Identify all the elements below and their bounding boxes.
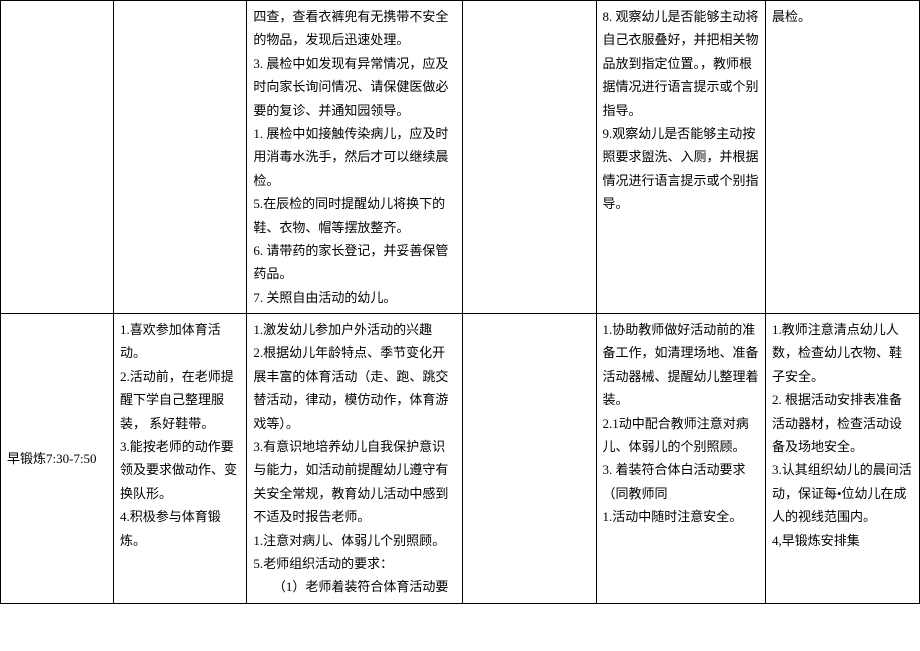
cell-time: 早锻炼7:30-7:50	[1, 314, 114, 604]
cell-d: 8. 观察幼儿是否能够主动将自己衣服叠好，并把相关物品放到指定位置。，教师根据情…	[596, 1, 765, 314]
cell-b: 四查，查看衣裤兜有无携带不安全的物品，发现后迅速处理。3. 晨检中如发现有异常情…	[247, 1, 463, 314]
schedule-table: 四查，查看衣裤兜有无携带不安全的物品，发现后迅速处理。3. 晨检中如发现有异常情…	[0, 0, 920, 604]
cell-b: 1.激发幼儿参加户外活动的兴趣2.根据幼儿年龄特点、季节变化开展丰富的体育活动（…	[247, 314, 463, 604]
cell-e: 1.教师注意清点幼儿人数，检查幼儿衣物、鞋子安全。2. 根据活动安排表准备活动器…	[765, 314, 919, 604]
table-row: 早锻炼7:30-7:50 1.喜欢参加体育活动。2.活动前，在老师提醒下学自己整…	[1, 314, 920, 604]
cell-a	[113, 1, 246, 314]
cell-a: 1.喜欢参加体育活动。2.活动前，在老师提醒下学自己整理服装， 系好鞋带。3.能…	[113, 314, 246, 604]
table-row: 四查，查看衣裤兜有无携带不安全的物品，发现后迅速处理。3. 晨检中如发现有异常情…	[1, 1, 920, 314]
cell-c	[463, 1, 596, 314]
cell-d: 1.协助教师做好活动前的准备工作，如清理场地、准备活动器械、提醒幼儿整理着装。2…	[596, 314, 765, 604]
cell-c	[463, 314, 596, 604]
cell-e: 晨检。	[765, 1, 919, 314]
cell-time	[1, 1, 114, 314]
table-body: 四查，查看衣裤兜有无携带不安全的物品，发现后迅速处理。3. 晨检中如发现有异常情…	[1, 1, 920, 604]
